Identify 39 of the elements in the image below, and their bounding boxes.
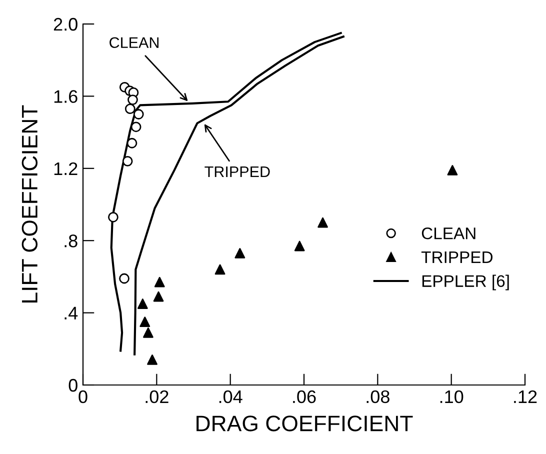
point	[447, 165, 458, 176]
point	[130, 122, 142, 132]
x-tick-label: 0	[78, 390, 88, 404]
point	[128, 94, 138, 106]
point	[234, 248, 246, 258]
legend-label: CLEAN	[422, 227, 476, 240]
point	[154, 276, 165, 288]
point	[124, 104, 136, 114]
point	[133, 109, 144, 120]
y-tick-label: 1.6	[54, 90, 78, 103]
x-tick-label: .10	[440, 390, 464, 404]
x-tick-label: .06	[293, 390, 316, 404]
annotation: CLEAN	[110, 37, 158, 48]
y-tick-label: .8	[64, 234, 78, 248]
y-axis-title: LIFT COEFFICIENT	[22, 105, 38, 302]
point	[214, 264, 226, 275]
point	[119, 273, 130, 284]
legend-label: TRIPPED	[421, 251, 493, 263]
point	[153, 291, 164, 302]
x-axis-title: DRAG COEFFICIENT	[196, 416, 413, 432]
point	[294, 240, 305, 252]
point	[137, 298, 148, 309]
y-tick-label: 1.2	[54, 162, 78, 175]
x-tick-label: .08	[366, 390, 390, 404]
point	[122, 156, 133, 166]
x-tick-label: .02	[146, 390, 168, 404]
y-tick-label: 0	[68, 378, 78, 392]
y-tick-label: .4	[64, 306, 78, 320]
point	[126, 138, 138, 148]
legend-label: EPPLER [6]	[422, 274, 509, 290]
point	[147, 354, 158, 365]
point	[108, 212, 118, 222]
x-tick-label: .12	[514, 390, 537, 403]
point	[140, 316, 150, 328]
point	[318, 217, 328, 228]
x-tick-label: .04	[219, 390, 242, 404]
point	[143, 327, 154, 338]
y-tick-label: 2.0	[54, 18, 78, 31]
annotation: TRIPPED	[204, 166, 270, 178]
